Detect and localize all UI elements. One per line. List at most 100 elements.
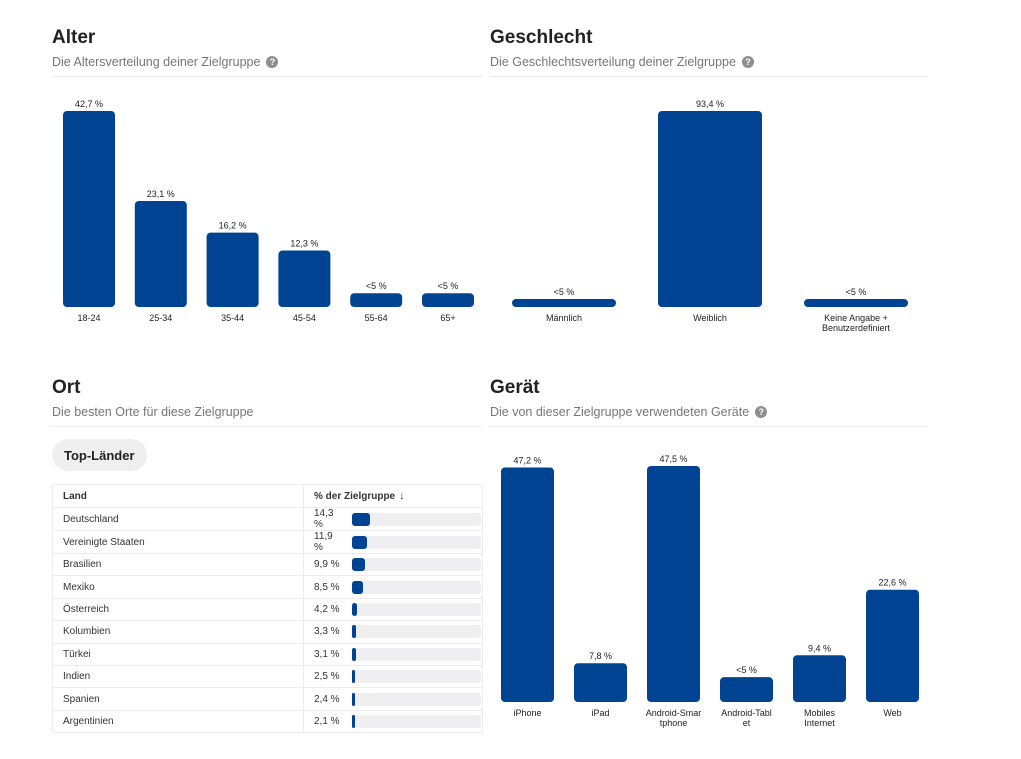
alter-title: Alter: [52, 27, 96, 48]
alter-chart: 42,7 % 18-24 23,1 % 25-34 16,2 % 35-44 12,3 % 4…: [63, 99, 474, 323]
table-row: Vereinigte Staaten 11,9 %: [52, 530, 483, 554]
geschlecht-category-label-0: Männlich: [546, 313, 582, 323]
country-pct-label: 2,5 %: [314, 671, 340, 683]
geraet-category-label-4: Mobiles Internet: [804, 708, 836, 728]
geraet-category-label-2: Android-Smar tphone: [646, 708, 702, 728]
alter-category-label-2: 35-44: [221, 313, 244, 323]
country-share-bar-3: [352, 580, 363, 594]
country-share-bar-0: [352, 512, 371, 526]
geraet-data-label-5: 22,6 %: [878, 578, 906, 588]
country-share-bar-5: [352, 625, 357, 639]
geraet-bar-0[interactable]: [501, 467, 554, 702]
alter-bar-5[interactable]: [422, 293, 474, 307]
alter-data-label-4: <5 %: [366, 281, 387, 291]
ort-divider: [52, 426, 482, 427]
country-share-track: [352, 670, 481, 684]
geraet-divider: [490, 426, 928, 427]
alter-bar-1[interactable]: [134, 200, 187, 307]
alter-subtitle: Die Altersverteilung deiner Zielgruppe: [52, 55, 261, 69]
geschlecht-divider: [490, 76, 928, 77]
country-name: Türkei: [52, 643, 304, 666]
geraet-title: Gerät: [490, 377, 540, 398]
question-circle-icon[interactable]: ?: [266, 56, 279, 68]
alter-data-label-1: 23,1 %: [147, 189, 175, 199]
arrow-down-icon: ↓: [399, 490, 405, 502]
country-share-track: [352, 602, 481, 616]
table-row: Indien 2,5 %: [52, 665, 483, 689]
country-pct-label: 9,9 %: [314, 559, 340, 571]
country-pct-label: 3,3 %: [314, 626, 340, 638]
country-share-bar-6: [352, 647, 356, 661]
country-share-cell: 2,1 %: [303, 710, 483, 734]
geschlecht-category-label-1: Weiblich: [693, 313, 727, 323]
country-share-track: [352, 512, 481, 526]
ort-header: Ort Die besten Orte für diese Zielgruppe: [52, 377, 254, 419]
geschlecht-bar-2[interactable]: [804, 299, 908, 307]
geraet-data-label-0: 47,2 %: [513, 455, 541, 465]
tab-top-laender[interactable]: Top-Länder: [52, 439, 147, 471]
geschlecht-category-label-2: Keine Angabe + Benutzerdefiniert: [822, 313, 891, 333]
geraet-bar-5[interactable]: [866, 589, 919, 702]
country-share-track: [352, 714, 481, 728]
geraet-category-label-1: iPad: [591, 708, 609, 718]
country-pct-label: 14,3 %: [314, 508, 334, 530]
alter-category-label-1: 25-34: [149, 313, 172, 323]
alter-bar-2[interactable]: [206, 232, 259, 307]
country-name: Kolumbien: [52, 620, 304, 644]
geraet-bar-1[interactable]: [574, 663, 627, 702]
geraet-subtitle: Die von dieser Zielgruppe verwendeten Ge…: [490, 405, 750, 419]
col-header-pct-label: % der Zielgruppe: [314, 491, 396, 502]
alter-category-label-4: 55-64: [365, 313, 388, 323]
alter-bar-0[interactable]: [63, 111, 115, 307]
geschlecht-bar-0[interactable]: [512, 299, 616, 307]
country-pct-label: 8,5 %: [314, 581, 340, 593]
table-row: Spanien 2,4 %: [52, 687, 483, 711]
alter-bar-3[interactable]: [278, 250, 331, 307]
geschlecht-subtitle: Die Geschlechtsverteilung deiner Zielgru…: [490, 55, 736, 69]
question-circle-icon[interactable]: ?: [741, 56, 754, 68]
country-share-bar-9: [352, 714, 355, 728]
country-share-track: [352, 580, 481, 594]
alter-category-label-5: 65+: [440, 313, 455, 323]
country-name: Argentinien: [52, 710, 304, 734]
col-header-pct[interactable]: % der Zielgruppe ↓: [303, 484, 483, 508]
country-name: Mexiko: [52, 575, 304, 599]
table-row: Kolumbien 3,3 %: [52, 620, 483, 644]
geschlecht-title: Geschlecht: [490, 27, 593, 48]
country-share-cell: 11,9 %: [303, 530, 483, 554]
country-share-track: [352, 558, 481, 572]
geschlecht-data-label-0: <5 %: [554, 287, 575, 297]
table-row: Deutschland 14,3 %: [52, 507, 483, 531]
geraet-data-label-4: 9,4 %: [808, 643, 831, 653]
country-share-cell: 3,3 %: [303, 620, 483, 644]
alter-divider: [52, 76, 482, 77]
countries-table: Land % der Zielgruppe ↓ Deutschland 14,3 %…: [52, 484, 483, 734]
country-share-cell: 4,2 %: [303, 598, 483, 622]
table-row: Mexiko 8,5 %: [52, 575, 483, 599]
geraet-bar-4[interactable]: [793, 655, 846, 702]
country-share-bar-4: [352, 602, 358, 616]
table-row: Österreich 4,2 %: [52, 598, 483, 622]
country-share-track: [352, 692, 481, 706]
country-name: Deutschland: [52, 507, 304, 531]
country-name: Indien: [52, 665, 304, 689]
col-header-land[interactable]: Land: [52, 484, 304, 508]
question-circle-icon[interactable]: ?: [755, 406, 768, 418]
geschlecht-bar-1[interactable]: [658, 111, 762, 307]
geschlecht-data-label-2: <5 %: [846, 287, 867, 297]
ort-subtitle: Die besten Orte für diese Zielgruppe: [52, 405, 254, 419]
table-row: Türkei 3,1 %: [52, 643, 483, 666]
geraet-category-label-5: Web: [883, 708, 901, 718]
alter-bar-4[interactable]: [350, 293, 403, 307]
geraet-bar-2[interactable]: [647, 466, 700, 702]
country-pct-label: 2,4 %: [314, 693, 340, 705]
geraet-chart: 47,2 % iPhone 7,8 % iPad 47,5 % Android-Smar t…: [501, 454, 919, 728]
geraet-category-label-0: iPhone: [513, 708, 541, 718]
country-share-cell: 2,5 %: [303, 665, 483, 689]
geraet-bar-3[interactable]: [720, 677, 773, 702]
geraet-data-label-3: <5 %: [736, 665, 757, 675]
country-name: Vereinigte Staaten: [52, 530, 304, 554]
table-row: Brasilien 9,9 %: [52, 553, 483, 577]
alter-category-label-3: 45-54: [293, 313, 316, 323]
geschlecht-data-label-1: 93,4 %: [696, 99, 724, 109]
